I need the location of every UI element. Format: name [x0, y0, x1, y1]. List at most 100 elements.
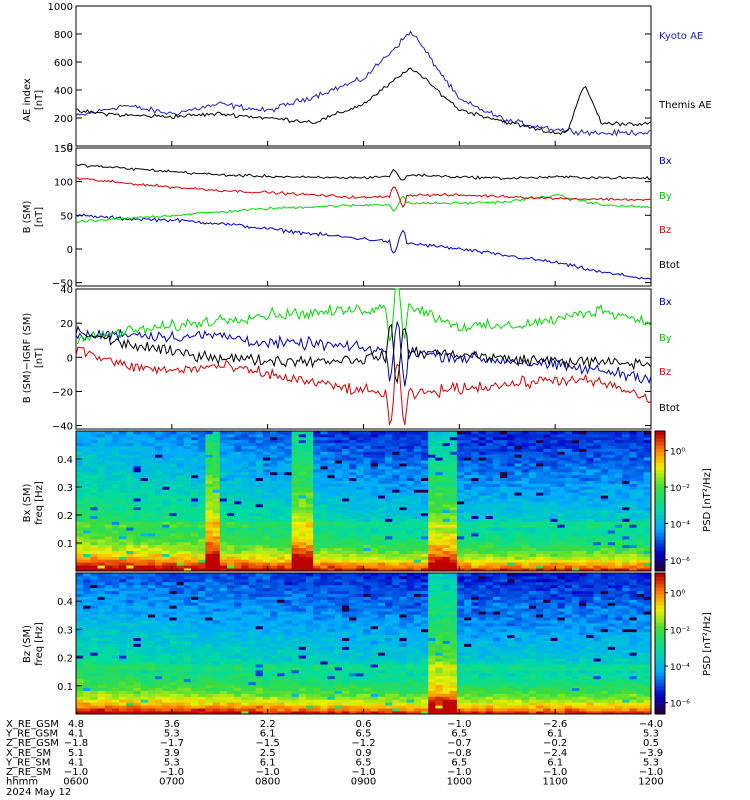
spectrogram-cell — [492, 556, 501, 560]
spectrogram-cell — [147, 596, 156, 600]
spectrogram-cell — [492, 562, 501, 566]
spectrogram-cell — [97, 541, 106, 546]
spectrogram-cell — [571, 436, 580, 441]
spectrogram-cell — [212, 480, 221, 484]
spectrogram-cell — [341, 538, 350, 543]
spectrogram-cell — [442, 486, 451, 490]
spectrogram-cell — [97, 649, 106, 653]
spectrogram-cell — [464, 547, 472, 551]
spectrogram-cell — [90, 541, 98, 546]
spectrogram-cell — [191, 477, 199, 481]
spectrogram-cell — [133, 672, 142, 677]
spectrogram-cell — [528, 495, 537, 499]
spectrogram-cell — [334, 547, 343, 551]
spectrogram-cell — [622, 498, 630, 502]
spectrogram-cell — [198, 530, 206, 534]
spectrogram-cell — [607, 530, 616, 534]
spectrogram-cell — [636, 471, 645, 476]
spectrogram-cell — [133, 649, 142, 653]
spectrogram-cell — [356, 559, 364, 563]
spectrogram-cell — [607, 480, 616, 484]
spectrogram-cell — [133, 448, 142, 452]
spectrogram-cell — [147, 541, 156, 546]
spectrogram-cell — [586, 466, 594, 470]
spectrogram-cell — [205, 480, 213, 484]
spectrogram-cell — [500, 512, 508, 516]
spectrogram-cell — [327, 445, 336, 449]
spectrogram-cell — [413, 524, 422, 528]
spectrogram-cell — [162, 611, 170, 615]
spectrogram-cell — [205, 614, 213, 618]
spectrogram-cell — [557, 448, 566, 452]
spectrogram-cell — [126, 498, 134, 502]
spectrogram-cell — [528, 436, 537, 441]
spectrogram-cell — [421, 541, 429, 546]
spectrogram-cell — [334, 468, 343, 473]
spectrogram-cell — [241, 553, 249, 557]
spectrogram-cell — [248, 483, 257, 487]
spectrogram-cell — [536, 431, 544, 435]
spectrogram-cell — [226, 530, 235, 534]
colorbar-swatch — [655, 462, 665, 467]
spectrogram-cell — [586, 451, 594, 455]
spectrogram-cell — [349, 553, 357, 557]
spectrogram-cell — [449, 448, 458, 452]
spectrogram-cell — [334, 509, 343, 514]
spectrogram-cell — [262, 463, 271, 467]
spectrogram-cell — [147, 622, 156, 627]
spectrogram-cell — [507, 431, 515, 435]
spectrogram-cell — [528, 445, 537, 449]
spectrogram-cell — [607, 436, 616, 441]
spectrogram-cell — [571, 474, 580, 479]
spectrogram-cell — [464, 468, 472, 473]
spectrogram-cell — [421, 498, 429, 502]
spectrogram-cell — [313, 530, 321, 534]
spectrogram-cell — [622, 559, 630, 563]
spectrogram-cell — [162, 460, 170, 464]
spectrogram-cell — [349, 538, 357, 543]
spectrogram-cell — [191, 468, 199, 473]
spectrogram-cell — [593, 518, 602, 522]
spectrogram-cell — [111, 699, 120, 703]
spectrogram-cell — [255, 501, 264, 505]
spectrogram-cell — [528, 474, 537, 479]
spectrogram-cell — [191, 559, 199, 563]
spectrogram-cell — [399, 541, 408, 546]
spectrogram-cell — [176, 480, 185, 484]
spectrogram-cell — [514, 471, 523, 476]
spectrogram-cell — [600, 518, 609, 522]
spectrogram-cell — [76, 655, 84, 659]
spectrogram-cell — [176, 711, 185, 715]
spectrogram-cell — [262, 509, 271, 514]
spectrogram-cell — [226, 486, 235, 490]
spectrogram-cell — [219, 661, 228, 665]
spectrogram-cell — [104, 625, 113, 630]
spectrogram-cell — [514, 501, 523, 505]
spectrogram-cell — [478, 565, 487, 569]
spectrogram-cell — [284, 515, 293, 519]
spectrogram-cell — [140, 640, 149, 644]
spectrogram-cell — [586, 433, 594, 438]
spectrogram-cell — [76, 711, 84, 715]
spectrogram-cell — [277, 492, 285, 496]
spectrogram-cell — [478, 439, 487, 444]
spectrogram-cell — [83, 527, 91, 531]
spectrogram-cell — [147, 705, 156, 709]
spectrogram-cell — [557, 533, 566, 537]
spectrogram-cell — [176, 661, 185, 665]
spectrogram-cell — [464, 506, 472, 511]
spectrogram-cell — [198, 678, 206, 683]
spectrogram-cell — [291, 515, 300, 519]
spectrogram-cell — [270, 463, 278, 467]
spectrogram-cell — [571, 442, 580, 446]
spectrogram-cell — [90, 637, 98, 641]
spectrogram-cell — [248, 521, 257, 525]
spectrogram-cell — [363, 433, 372, 438]
spectrogram-cell — [104, 622, 113, 627]
spectrogram-cell — [442, 524, 451, 528]
spectrogram-cell — [622, 509, 630, 514]
spectrogram-cell — [76, 515, 84, 519]
spectrogram-cell — [543, 433, 551, 438]
spectrogram-cell — [521, 439, 530, 444]
spectrogram-cell — [615, 515, 623, 519]
